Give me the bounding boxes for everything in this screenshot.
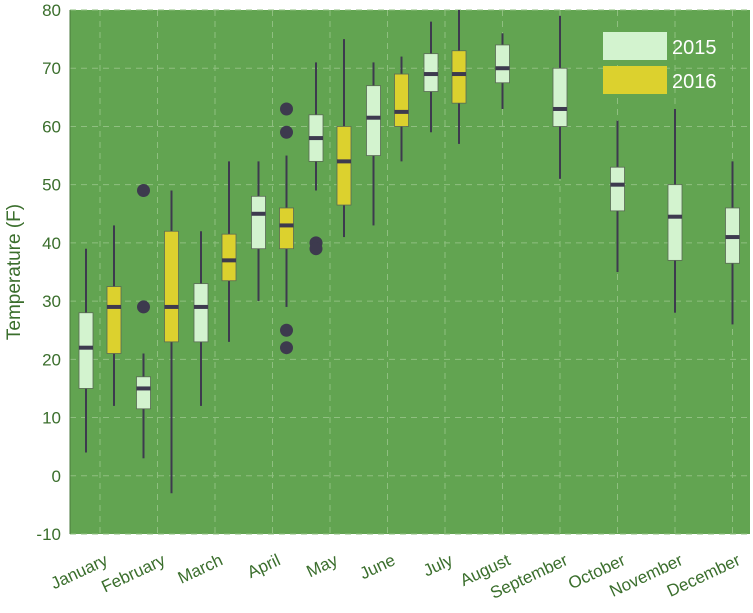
y-tick-label: 0 bbox=[52, 467, 61, 486]
x-tick-label: July bbox=[420, 550, 456, 580]
y-tick-label: 70 bbox=[42, 59, 61, 78]
outlier-point bbox=[137, 183, 150, 197]
box-2016 bbox=[451, 50, 467, 104]
y-tick-label: 40 bbox=[42, 234, 61, 253]
legend-swatch-2016 bbox=[603, 66, 667, 94]
box-2015 bbox=[667, 184, 683, 261]
y-tick-label: 20 bbox=[42, 350, 61, 369]
outlier-point bbox=[280, 102, 293, 116]
box-2015 bbox=[366, 85, 381, 156]
box-2015 bbox=[495, 44, 510, 84]
box-2015 bbox=[552, 67, 568, 127]
outlier-point bbox=[137, 300, 150, 314]
legend-label-2015: 2015 bbox=[672, 37, 717, 59]
box-2016 bbox=[221, 233, 237, 282]
box-2016 bbox=[106, 286, 122, 354]
x-tick-label: April bbox=[244, 550, 283, 582]
x-tick-label: February bbox=[99, 550, 169, 596]
y-tick-labels: -10 0 10 20 30 40 50 60 70 80 bbox=[36, 1, 61, 544]
box-2016 bbox=[336, 126, 352, 206]
y-tick-label: 60 bbox=[42, 117, 61, 136]
legend-label-2016: 2016 bbox=[672, 71, 717, 93]
x-tick-label: June bbox=[357, 550, 398, 583]
y-axis-label: Temperature (F) bbox=[4, 204, 25, 340]
x-tick-label: May bbox=[304, 550, 342, 581]
boxes bbox=[78, 10, 740, 494]
y-tick-label: 10 bbox=[42, 409, 61, 428]
outlier-point bbox=[280, 341, 293, 355]
box-2015 bbox=[251, 195, 266, 250]
x-tick-label: March bbox=[175, 550, 226, 587]
box-2015 bbox=[78, 312, 94, 389]
outlier-point bbox=[309, 242, 323, 256]
y-tick-label: 50 bbox=[42, 176, 61, 195]
legend-swatch-2015 bbox=[603, 32, 667, 60]
box-2016 bbox=[279, 207, 294, 250]
y-tick-label: -10 bbox=[36, 525, 61, 544]
outlier-point bbox=[280, 323, 293, 337]
outlier-point bbox=[280, 125, 293, 139]
y-tick-label: 80 bbox=[42, 1, 61, 20]
box-2015 bbox=[610, 166, 625, 212]
box-2016 bbox=[164, 230, 179, 343]
box-2015 bbox=[193, 283, 209, 343]
legend: 2015 2016 bbox=[603, 32, 717, 94]
box-2015 bbox=[136, 376, 151, 410]
plot-area bbox=[70, 10, 750, 534]
y-tick-label: 30 bbox=[42, 292, 61, 311]
box-2016 bbox=[394, 73, 409, 127]
